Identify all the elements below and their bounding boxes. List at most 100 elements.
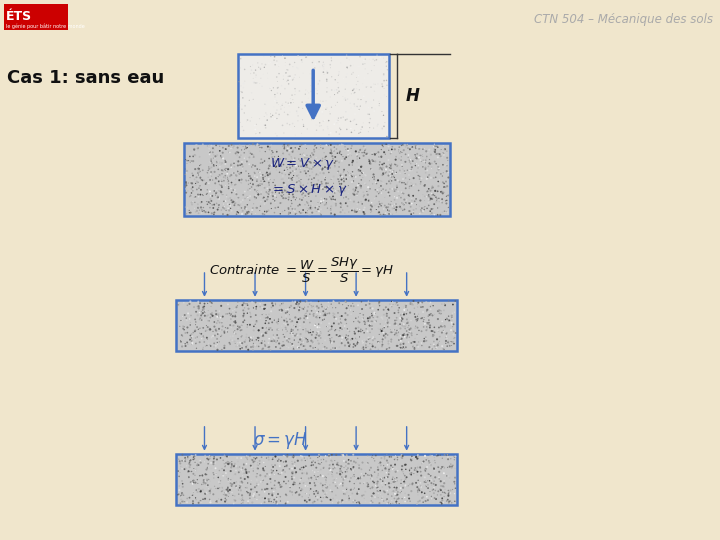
Point	[260, 319, 271, 328]
Point	[403, 190, 415, 198]
Point	[342, 308, 354, 317]
Point	[415, 482, 427, 490]
Point	[343, 151, 354, 159]
Point	[366, 66, 377, 75]
Point	[336, 467, 347, 476]
Point	[252, 140, 264, 149]
Point	[341, 319, 352, 328]
Point	[268, 158, 279, 166]
Point	[210, 472, 221, 481]
Point	[337, 140, 348, 149]
Point	[414, 486, 426, 495]
Point	[339, 474, 351, 483]
Point	[229, 157, 240, 165]
Point	[311, 180, 323, 188]
Point	[186, 188, 197, 197]
Point	[193, 192, 204, 201]
Point	[220, 145, 232, 153]
Point	[292, 171, 304, 180]
Point	[305, 474, 317, 482]
Point	[260, 316, 271, 325]
Point	[338, 462, 350, 470]
Point	[426, 345, 438, 353]
Point	[420, 326, 432, 335]
Point	[205, 300, 217, 309]
Point	[325, 339, 337, 347]
Point	[257, 323, 269, 332]
Text: Cas 1: sans eau: Cas 1: sans eau	[7, 69, 164, 87]
Point	[303, 157, 315, 166]
Point	[348, 466, 359, 475]
Point	[253, 336, 264, 345]
Point	[380, 209, 392, 218]
Point	[235, 198, 247, 206]
Point	[248, 326, 259, 335]
Point	[252, 458, 264, 467]
Point	[423, 145, 435, 154]
Point	[243, 470, 255, 479]
Point	[321, 75, 333, 84]
Point	[392, 147, 404, 156]
Point	[235, 326, 246, 335]
Point	[402, 338, 414, 347]
Point	[414, 210, 426, 218]
Point	[432, 315, 444, 323]
Point	[281, 334, 292, 343]
Point	[361, 453, 373, 461]
Point	[298, 318, 310, 327]
Point	[345, 456, 356, 464]
Point	[328, 146, 340, 155]
Point	[379, 328, 391, 337]
Point	[224, 341, 235, 349]
Point	[383, 200, 395, 208]
Point	[394, 149, 405, 158]
Point	[374, 330, 385, 339]
Point	[331, 496, 343, 504]
Point	[325, 336, 336, 345]
Point	[217, 166, 229, 175]
Point	[341, 193, 352, 201]
Point	[356, 123, 368, 131]
Point	[400, 465, 412, 474]
Point	[246, 207, 258, 216]
Point	[277, 338, 289, 346]
Point	[250, 209, 261, 218]
Point	[360, 171, 372, 180]
Point	[413, 326, 425, 335]
Point	[283, 111, 294, 119]
Point	[265, 199, 276, 207]
Point	[428, 211, 440, 219]
Point	[298, 148, 310, 157]
Point	[244, 162, 256, 171]
Point	[278, 299, 289, 308]
Point	[341, 115, 353, 124]
Point	[364, 321, 376, 330]
Point	[339, 143, 351, 151]
Point	[377, 80, 388, 89]
Point	[350, 314, 361, 322]
Point	[362, 191, 374, 199]
Point	[237, 471, 248, 480]
Point	[354, 171, 366, 180]
Point	[230, 171, 242, 179]
Point	[417, 458, 428, 467]
Point	[414, 302, 426, 310]
Point	[309, 497, 320, 506]
Point	[315, 319, 327, 327]
Point	[376, 474, 387, 483]
Point	[324, 461, 336, 469]
Point	[263, 164, 274, 173]
Point	[287, 460, 298, 468]
Point	[193, 304, 204, 313]
Point	[181, 338, 193, 347]
Point	[249, 169, 261, 178]
Point	[361, 460, 373, 468]
Point	[381, 309, 392, 318]
Point	[339, 94, 351, 103]
Point	[415, 156, 426, 165]
Point	[320, 493, 332, 502]
Point	[409, 465, 420, 474]
Point	[190, 466, 202, 475]
Point	[351, 205, 363, 213]
Point	[396, 334, 408, 343]
